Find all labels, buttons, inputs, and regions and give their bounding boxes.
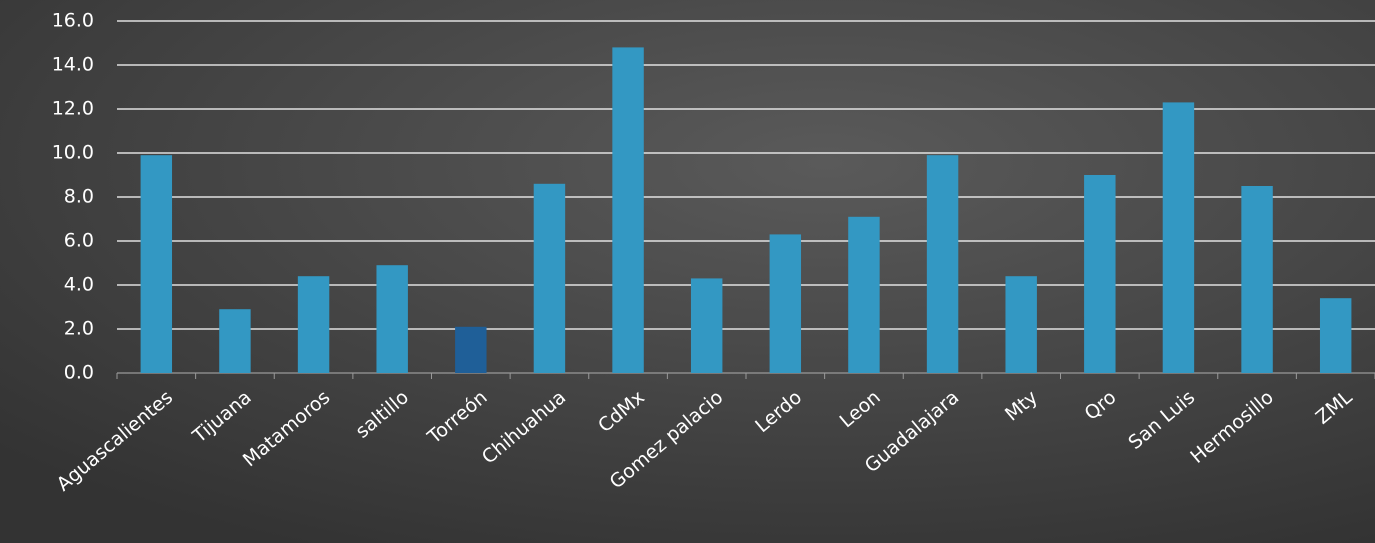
y-tick-label: 14.0 <box>52 54 94 76</box>
y-tick-label: 10.0 <box>52 142 94 164</box>
bar <box>926 155 959 373</box>
bar <box>848 216 880 373</box>
bar <box>1319 298 1352 373</box>
y-tick-label: 2.0 <box>64 318 94 340</box>
bar <box>1084 175 1116 373</box>
bar <box>455 326 487 373</box>
bar <box>769 234 802 373</box>
y-tick-label: 12.0 <box>52 98 94 120</box>
bar <box>533 183 566 373</box>
bar <box>690 278 723 373</box>
y-tick-label: 6.0 <box>64 230 94 252</box>
y-tick-label: 0.0 <box>64 362 94 384</box>
bar <box>140 155 173 373</box>
bar <box>1162 102 1195 374</box>
bar <box>219 309 251 373</box>
bar <box>376 265 408 373</box>
bar <box>612 47 644 374</box>
y-tick-label: 16.0 <box>52 10 94 32</box>
y-tick-label: 8.0 <box>64 186 94 208</box>
bar <box>1005 276 1037 373</box>
y-tick-label: 4.0 <box>64 274 94 296</box>
bar <box>297 276 330 373</box>
bar <box>1241 186 1273 373</box>
